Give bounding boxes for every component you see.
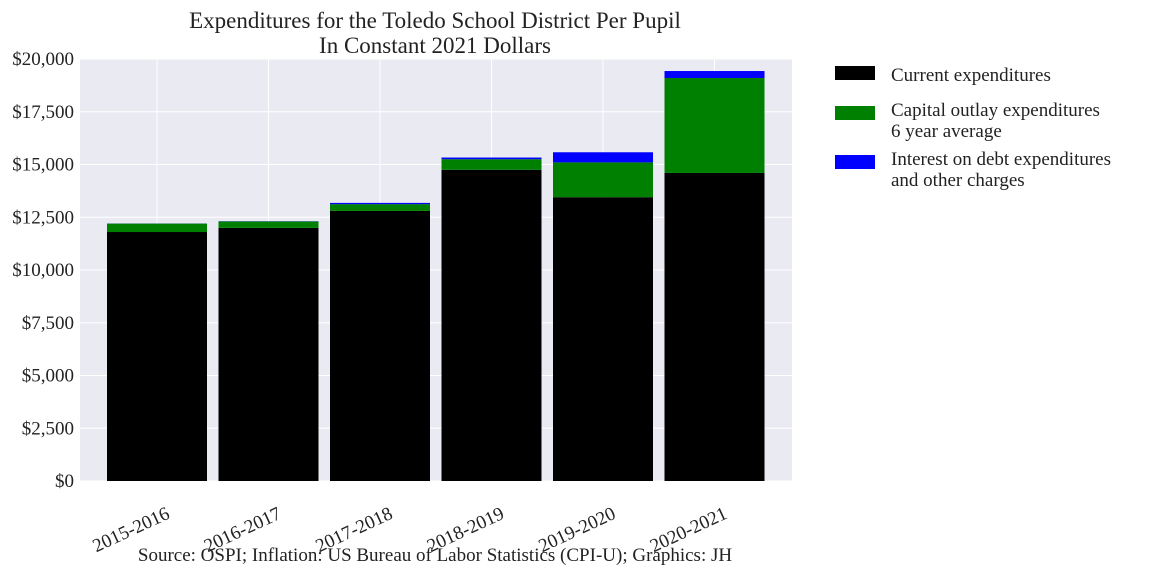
bar-segment-capital-outlay: [330, 204, 430, 211]
bar-segment-interest-on-debt: [553, 152, 653, 163]
chart-title: Expenditures for the Toledo School Distr…: [189, 8, 681, 33]
legend: Current expenditures Capital outlay expen…: [835, 65, 1111, 191]
y-tick-label: $2,500: [22, 418, 74, 439]
y-tick-label: $15,000: [12, 155, 74, 176]
source-note: Source: OSPI; Inflation: US Bureau of La…: [138, 545, 732, 566]
y-tick-label: $20,000: [12, 49, 74, 70]
bar-segment-capital-outlay: [664, 77, 765, 173]
y-axis: $0 $2,500 $5,000 $7,500 $10,000 $12,500 $15,00…: [12, 49, 74, 492]
bar-segment-current: [107, 232, 207, 481]
y-tick-label: $5,000: [22, 366, 74, 387]
bar-segment-current: [664, 172, 765, 481]
bar-segment-capital-outlay: [107, 223, 207, 233]
bar-segment-interest-on-debt: [441, 157, 542, 160]
bar-segment-current: [218, 227, 319, 481]
bars: [107, 71, 765, 482]
bar-segment-capital-outlay: [441, 159, 542, 170]
legend-swatch: [835, 155, 875, 169]
bar-segment-capital-outlay: [218, 221, 319, 228]
bar-segment-interest-on-debt: [330, 202, 430, 205]
bar-segment-current: [441, 169, 542, 481]
bar-segment-interest-on-debt: [664, 71, 765, 78]
y-tick-label: $10,000: [12, 260, 74, 281]
legend-swatch: [835, 66, 875, 80]
y-tick-label: $7,500: [22, 313, 74, 334]
legend-label: Current expenditures: [891, 65, 1051, 86]
y-tick-label: $12,500: [12, 207, 74, 228]
bar-segment-capital-outlay: [553, 162, 653, 198]
bar-segment-current: [553, 197, 653, 481]
bar-segment-current: [330, 210, 430, 482]
chart-subtitle: In Constant 2021 Dollars: [319, 33, 551, 58]
legend-swatch: [835, 106, 875, 120]
legend-label: Capital outlay expenditures 6 year averag…: [891, 100, 1100, 142]
y-tick-label: $17,500: [12, 102, 74, 123]
y-tick-label: $0: [55, 471, 74, 492]
legend-label: Interest on debt expenditures and other c…: [891, 149, 1111, 191]
